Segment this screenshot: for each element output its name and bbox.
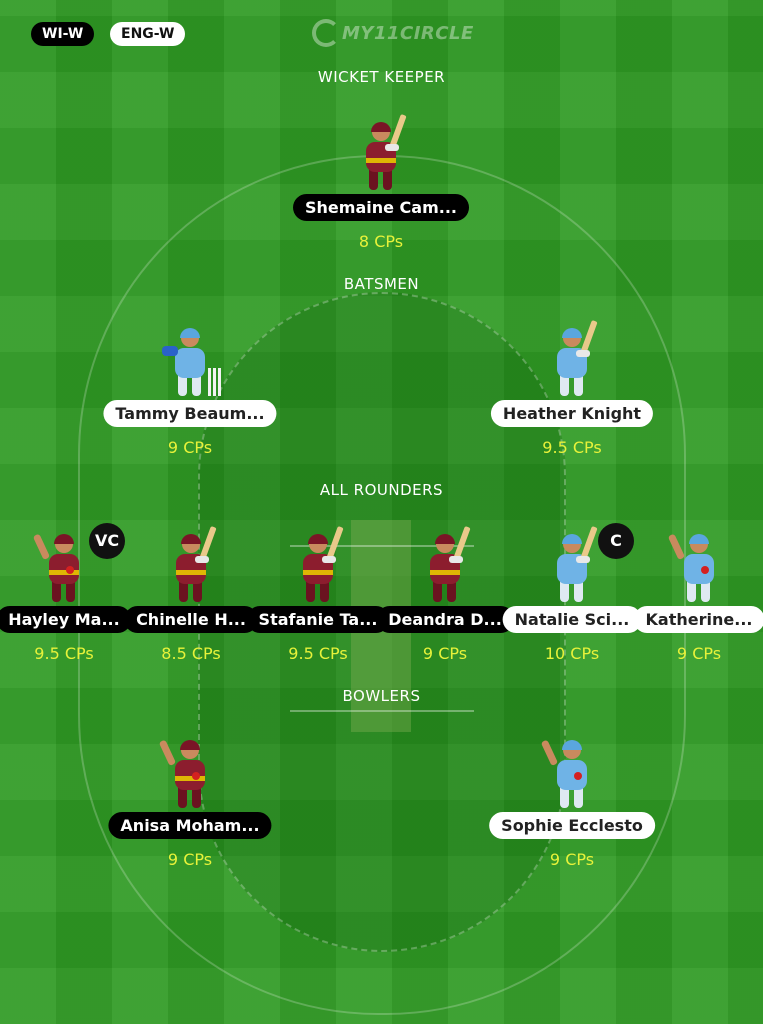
bowler-icon <box>159 740 205 808</box>
player-avatar <box>659 526 739 606</box>
player-avatar <box>278 526 358 606</box>
player-credits: 10 CPs <box>544 644 600 663</box>
batter-icon <box>430 526 471 602</box>
batter-icon <box>557 320 598 396</box>
player-name: Chinelle H... <box>124 606 258 633</box>
player-card[interactable]: Sophie Ecclesto 9 CPs <box>489 732 655 872</box>
player-credits: 9 CPs <box>167 850 213 869</box>
player-avatar <box>532 732 612 812</box>
bowler-icon <box>541 740 587 808</box>
brand-logo-icon <box>312 19 340 47</box>
player-credits: 9 CPs <box>549 850 595 869</box>
player-name: Natalie Sci... <box>502 606 642 633</box>
player-avatar <box>24 526 104 606</box>
batter-icon <box>303 526 344 602</box>
player-avatar <box>151 526 231 606</box>
player-name: Sophie Ecclesto <box>489 812 655 839</box>
brand-logo-text: MY11CIRCLE <box>342 22 474 44</box>
player-name: Tammy Beaum... <box>103 400 277 427</box>
player-credits: 9 CPs <box>167 438 213 457</box>
player-avatar <box>150 732 230 812</box>
player-card[interactable]: Stafanie Ta... 9.5 CPs <box>246 526 390 666</box>
player-avatar <box>150 320 230 400</box>
brand-logo: MY11CIRCLE <box>312 16 474 50</box>
player-card[interactable]: Chinelle H... 8.5 CPs <box>124 526 258 666</box>
section-label-wicket-keeper: WICKET KEEPER <box>317 68 446 86</box>
player-credits: 9 CPs <box>422 644 468 663</box>
player-credits: 9.5 CPs <box>34 644 94 663</box>
player-name: Stafanie Ta... <box>246 606 390 633</box>
batter-icon <box>366 114 407 190</box>
player-credits: 9.5 CPs <box>542 438 602 457</box>
player-card[interactable]: Deandra D... 9 CPs <box>376 526 514 666</box>
player-card[interactable]: Heather Knight 9.5 CPs <box>490 320 654 460</box>
vice-captain-badge: VC <box>89 523 125 559</box>
section-label-bowlers: BOWLERS <box>342 687 421 705</box>
player-credits: 8 CPs <box>358 232 404 251</box>
player-credits: 9 CPs <box>676 644 722 663</box>
player-card[interactable]: Tammy Beaum... 9 CPs <box>103 320 277 460</box>
player-avatar <box>532 320 612 400</box>
bowler-icon <box>33 534 79 602</box>
player-avatar <box>405 526 485 606</box>
player-avatar <box>341 114 421 194</box>
section-label-all-rounders: ALL ROUNDERS <box>319 481 444 499</box>
batter-icon <box>176 526 217 602</box>
crease-line <box>290 710 474 712</box>
player-credits: 8.5 CPs <box>161 644 221 663</box>
player-card[interactable]: Shemaine Cam... 8 CPs <box>293 114 469 254</box>
player-card[interactable]: Anisa Moham... 9 CPs <box>108 732 272 872</box>
section-label-batsmen: BATSMEN <box>343 275 420 293</box>
player-name: Deandra D... <box>376 606 514 633</box>
captain-badge: C <box>598 523 634 559</box>
player-avatar <box>532 526 612 606</box>
team-badge-eng: ENG-W <box>110 22 186 46</box>
player-name: Shemaine Cam... <box>293 194 469 221</box>
player-card[interactable]: Katherine... 9 CPs <box>633 526 763 666</box>
crease-line <box>290 545 474 547</box>
keeper-icon <box>162 328 221 396</box>
batter-icon <box>557 526 598 602</box>
team-badge-wi: WI-W <box>31 22 95 46</box>
player-name: Hayley Ma... <box>0 606 132 633</box>
bowler-icon <box>668 534 714 602</box>
player-name: Heather Knight <box>490 400 654 427</box>
player-card[interactable]: VC Hayley Ma... 9.5 CPs <box>0 523 132 666</box>
player-name: Katherine... <box>633 606 763 633</box>
player-name: Anisa Moham... <box>108 812 272 839</box>
player-card[interactable]: C Natalie Sci... 10 CPs <box>502 523 642 666</box>
player-credits: 9.5 CPs <box>288 644 348 663</box>
